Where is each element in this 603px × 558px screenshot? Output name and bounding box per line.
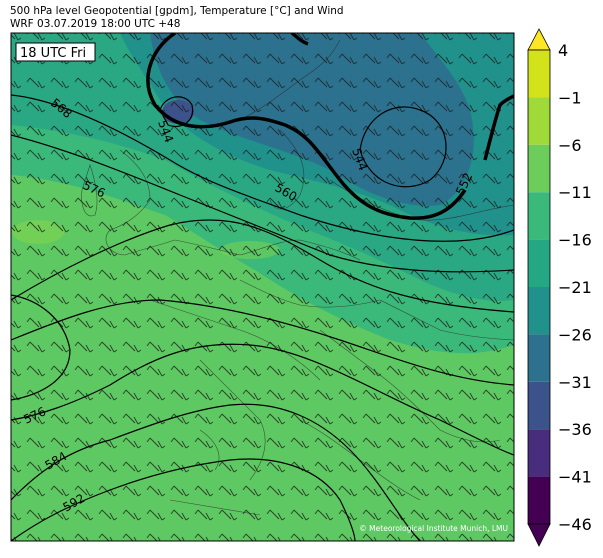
colorbar-tick: −16 <box>558 231 592 250</box>
map-area: 568 544 576 560 544 552 576 584 592 © Me… <box>11 33 514 541</box>
map-title: 500 hPa level Geopotential [gpdm], Tempe… <box>10 5 344 17</box>
colorbar-tick: −26 <box>558 325 592 344</box>
map-subtitle: WRF 03.07.2019 18:00 UTC +48 <box>10 18 181 30</box>
colorbar-tick: −21 <box>558 278 592 297</box>
colorbar-tick: −1 <box>558 88 582 107</box>
colorbar-bottom-arrow <box>527 523 551 547</box>
credit-text: © Meteorological Institute Munich, LMU <box>359 524 508 533</box>
colorbar-top-arrow <box>527 28 551 51</box>
contour-552 <box>146 33 514 220</box>
colorbar-tick: −6 <box>558 136 582 155</box>
colorbar-ticks: 4 −1 −6 −11 −16 −21 −26 −31 −36 −41 −46 <box>558 41 592 534</box>
map-frame <box>10 32 515 542</box>
colorbar-tick: −36 <box>558 420 592 439</box>
time-badge: 18 UTC Fri <box>15 42 96 62</box>
geopotential-contours <box>11 94 514 541</box>
colorbar: 4 −1 −6 −11 −16 −21 −26 −31 −36 −41 −46 <box>527 28 592 547</box>
colorbar-tick: −31 <box>558 373 592 392</box>
colorbar-tick: −41 <box>558 468 592 487</box>
colorbar-tick: −46 <box>558 515 592 534</box>
colorbar-tick: 4 <box>558 41 568 60</box>
time-badge-text: 18 UTC Fri <box>20 46 86 61</box>
wind-barbs <box>11 33 514 541</box>
colorbar-tick: −11 <box>558 183 592 202</box>
